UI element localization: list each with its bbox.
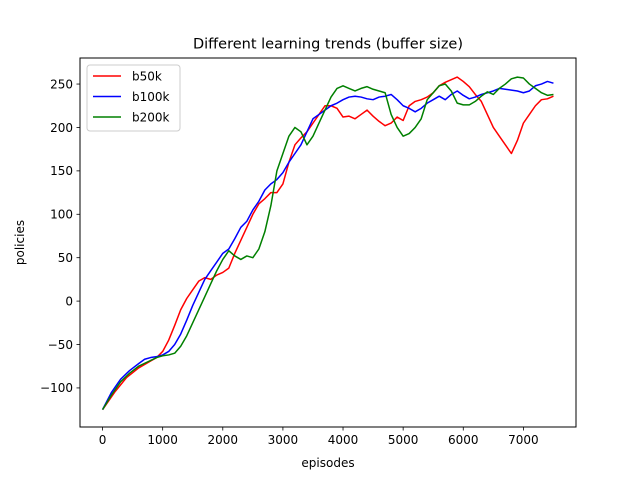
x-tick-label: 0: [99, 433, 107, 447]
legend: b50k b100k b200k: [86, 64, 181, 132]
x-tick-label: 5000: [388, 433, 419, 447]
x-axis: 0 1000 2000 3000 4000 5000 6000 7000: [99, 427, 539, 447]
y-tick-label: −100: [40, 381, 73, 395]
y-tick-label: 50: [58, 251, 73, 265]
plot-lines: [101, 76, 554, 411]
y-tick-label: 200: [50, 121, 73, 135]
legend-label-b200k: b200k: [132, 110, 170, 124]
plot-frame: [79, 57, 577, 428]
x-tick-label: 4000: [328, 433, 359, 447]
series-line-b100k: [101, 80, 554, 410]
x-axis-title: episodes: [301, 456, 354, 470]
x-tick-label: 7000: [508, 433, 539, 447]
legend-label-b100k: b100k: [132, 90, 170, 104]
y-axis-title: policies: [13, 220, 27, 265]
series-line-b200k: [101, 76, 554, 411]
x-tick-label: 6000: [448, 433, 479, 447]
y-tick-label: 100: [50, 208, 73, 222]
x-tick-label: 3000: [268, 433, 299, 447]
legend-label-b50k: b50k: [132, 69, 162, 83]
y-axis: −100 −50 0 50 100 150 200 250: [40, 77, 80, 395]
y-tick-label: 250: [50, 77, 73, 91]
y-tick-label: −50: [48, 338, 73, 352]
y-tick-label: 0: [65, 294, 73, 308]
y-tick-label: 150: [50, 164, 73, 178]
x-tick-label: 2000: [208, 433, 239, 447]
x-tick-label: 1000: [147, 433, 178, 447]
series-line-b50k: [101, 76, 554, 411]
chart-title: Different learning trends (buffer size): [193, 37, 463, 53]
legend-box: [86, 64, 181, 132]
